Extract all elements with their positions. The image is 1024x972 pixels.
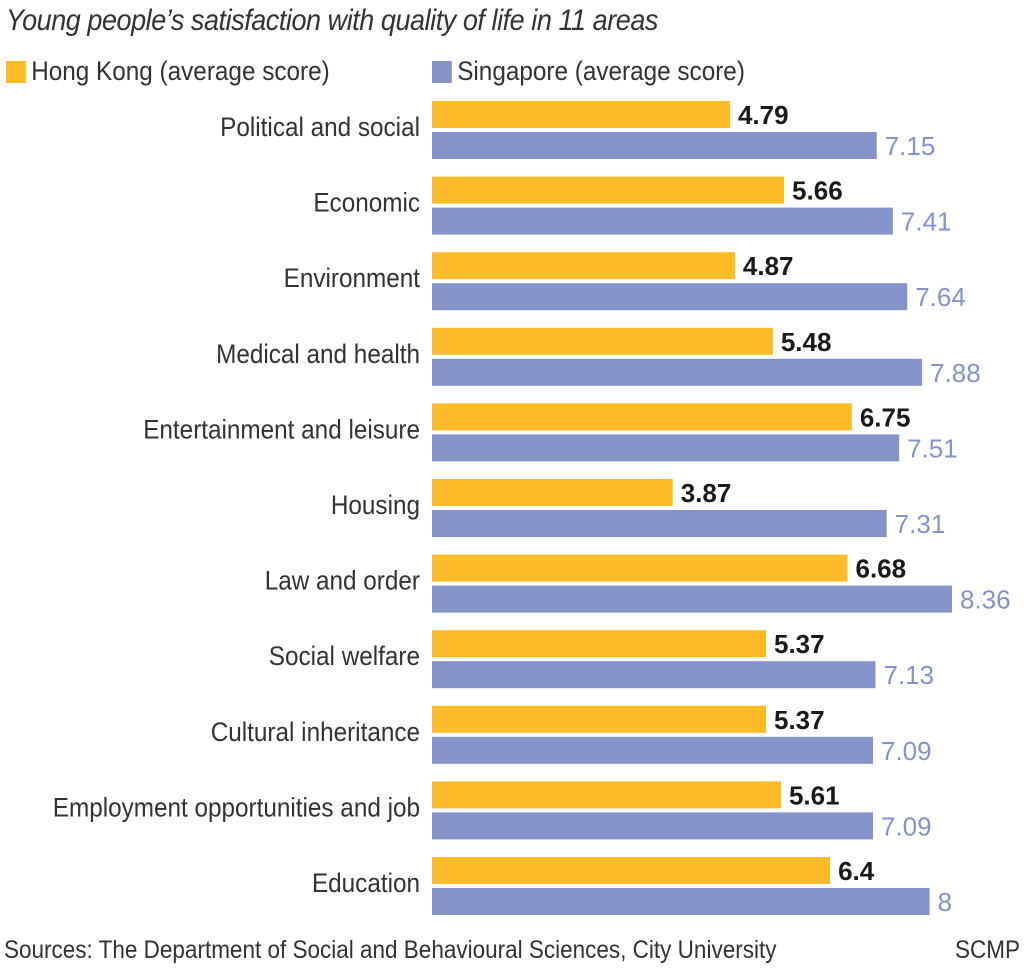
category-label: Environment <box>284 264 420 293</box>
legend-swatch-hong-kong <box>6 60 26 83</box>
bar-hong-kong <box>432 252 735 280</box>
bar-hong-kong <box>432 176 785 204</box>
value-label-hong-kong: 5.37 <box>774 705 825 735</box>
legend-label-hong-kong: Hong Kong (average score) <box>31 56 330 86</box>
value-label-hong-kong: 4.79 <box>738 100 789 130</box>
legend-swatch-singapore <box>432 60 452 83</box>
bar-hong-kong <box>432 857 831 884</box>
bar-hong-kong <box>432 705 767 733</box>
bar-hong-kong <box>432 781 781 809</box>
category-label: Economic <box>313 188 420 217</box>
bar-hong-kong <box>432 554 848 582</box>
bar-singapore <box>432 736 873 764</box>
bar-hong-kong <box>432 101 730 128</box>
category-label: Cultural inheritance <box>211 718 420 747</box>
value-label-hong-kong: 3.87 <box>681 478 732 508</box>
bar-hong-kong <box>432 403 852 431</box>
bar-hong-kong <box>432 479 673 506</box>
bar-singapore <box>432 510 887 537</box>
value-label-singapore: 7.09 <box>881 736 932 766</box>
bar-singapore <box>432 434 900 462</box>
value-label-hong-kong: 6.68 <box>855 554 906 584</box>
category-label: Entertainment and leisure <box>143 415 420 444</box>
bar-singapore <box>432 207 893 235</box>
category-label: Housing <box>331 491 420 520</box>
legend-item-singapore: Singapore (average score) <box>432 56 745 87</box>
value-label-singapore: 7.88 <box>930 358 981 388</box>
category-label: Employment opportunities and job <box>53 793 420 822</box>
value-label-singapore: 8.36 <box>960 585 1011 615</box>
value-label-singapore: 7.09 <box>881 811 932 841</box>
bar-singapore <box>432 283 908 311</box>
bar-singapore <box>432 585 952 613</box>
category-label: Medical and health <box>216 340 420 369</box>
credit: SCMP <box>955 936 1021 964</box>
value-label-hong-kong: 5.61 <box>789 780 840 810</box>
value-label-singapore: 7.15 <box>885 131 936 161</box>
value-label-singapore: 7.51 <box>907 433 958 463</box>
category-label: Social welfare <box>269 642 420 671</box>
value-label-hong-kong: 5.48 <box>781 327 832 357</box>
bar-singapore <box>432 888 930 915</box>
bar-singapore <box>432 661 876 689</box>
bar-singapore <box>432 132 877 159</box>
bar-singapore <box>432 812 873 840</box>
category-label: Law and order <box>265 566 421 595</box>
value-label-hong-kong: 5.66 <box>792 176 843 206</box>
legend-label-singapore: Singapore (average score) <box>457 56 745 86</box>
category-label: Education <box>312 869 420 898</box>
value-label-singapore: 7.64 <box>915 282 966 312</box>
value-label-hong-kong: 5.37 <box>774 629 825 659</box>
bar-singapore <box>432 358 923 386</box>
source-note: Sources: The Department of Social and Be… <box>4 936 777 964</box>
value-label-singapore: 7.41 <box>901 207 952 237</box>
value-label-singapore: 7.31 <box>895 509 946 539</box>
value-label-hong-kong: 6.75 <box>860 402 911 432</box>
category-label: Political and social <box>220 113 420 142</box>
chart-title: Young people’s satisfaction with quality… <box>6 4 658 37</box>
bar-hong-kong <box>432 630 767 658</box>
value-label-singapore: 8 <box>938 887 952 917</box>
value-label-singapore: 7.13 <box>883 660 934 690</box>
bar-hong-kong <box>432 327 773 355</box>
value-label-hong-kong: 4.87 <box>743 251 794 281</box>
value-label-hong-kong: 6.4 <box>838 856 875 886</box>
legend-item-hong-kong: Hong Kong (average score) <box>6 56 330 87</box>
